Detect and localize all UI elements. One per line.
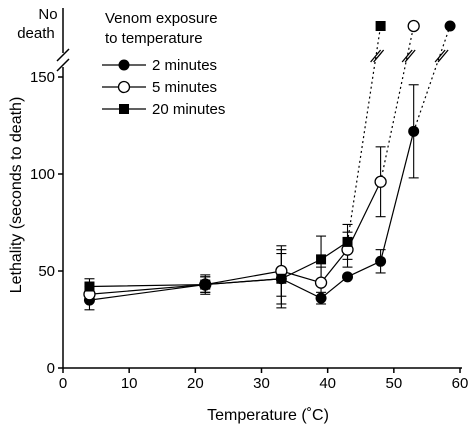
- no-death-connector-5-minutes: [380, 25, 415, 182]
- y-tick-label: 100: [30, 166, 55, 183]
- y-tick-label: 50: [38, 263, 55, 280]
- no-death-label-line-1: No: [38, 6, 57, 23]
- no-death-connector-2-minutes: [413, 25, 451, 132]
- legend-marker-2-minutes: [118, 59, 130, 71]
- x-tick-label: 30: [253, 375, 270, 392]
- legend-label-2-minutes: 2 minutes: [152, 57, 217, 74]
- y-axis-title: Lethality (seconds to death): [8, 97, 25, 294]
- legend: 2 minutes 5 minutes 20 minutes: [102, 57, 225, 118]
- y-tick-label: 150: [30, 69, 55, 86]
- data-point-20-minutes: [342, 236, 353, 247]
- x-axis-title: Temperature (˚C): [207, 407, 329, 424]
- x-tick-label: 40: [319, 375, 336, 392]
- legend-title-line-1: Venom exposure: [105, 10, 218, 27]
- no-death-break-mark: [404, 49, 416, 63]
- data-point-2-minutes: [342, 271, 354, 283]
- data-point-5-minutes: [314, 276, 328, 289]
- data-point-2-minutes: [408, 125, 420, 137]
- data-point-20-minutes: [276, 273, 287, 284]
- no-death-label-line-2: death: [17, 25, 55, 42]
- x-tick-label: 50: [385, 375, 402, 392]
- legend-label-20-minutes: 20 minutes: [152, 101, 225, 118]
- data-point-5-minutes: [374, 175, 387, 188]
- chart-marks: [83, 19, 456, 311]
- data-point-20-minutes: [84, 281, 95, 292]
- data-point-2-minutes: [315, 292, 327, 304]
- y-axis-break-mark: [56, 58, 70, 72]
- y-axis-break-mark: [56, 48, 70, 62]
- axes: 0 10 20 30 40 50 60 0 50 100 150: [30, 8, 468, 392]
- no-death-point-5-minutes: [407, 19, 420, 33]
- y-tick-label: 0: [47, 360, 55, 377]
- x-tick-label: 20: [187, 375, 204, 392]
- x-tick-label: 10: [121, 375, 138, 392]
- legend-title-line-2: to temperature: [105, 30, 203, 47]
- no-death-break-mark: [401, 49, 413, 63]
- no-death-break-mark: [437, 49, 449, 63]
- legend-label-5-minutes: 5 minutes: [152, 79, 217, 96]
- legend-marker-5-minutes: [117, 80, 131, 94]
- no-death-point-20-minutes: [375, 21, 386, 31]
- data-point-2-minutes: [375, 255, 387, 267]
- no-death-connector-20-minutes: [346, 25, 382, 242]
- no-death-break-mark: [434, 49, 446, 63]
- legend-marker-20-minutes: [119, 104, 129, 114]
- data-point-20-minutes: [316, 254, 327, 265]
- series-line-20-minutes: [89, 241, 348, 288]
- x-tick-label: 0: [59, 375, 67, 392]
- data-point-20-minutes: [200, 279, 211, 290]
- no-death-break-mark: [373, 49, 385, 63]
- series-line-2-minutes: [89, 131, 415, 301]
- no-death-point-2-minutes: [444, 20, 456, 32]
- series-line-5-minutes: [89, 181, 382, 295]
- no-death-break-mark: [370, 49, 382, 63]
- x-tick-label: 60: [452, 375, 469, 392]
